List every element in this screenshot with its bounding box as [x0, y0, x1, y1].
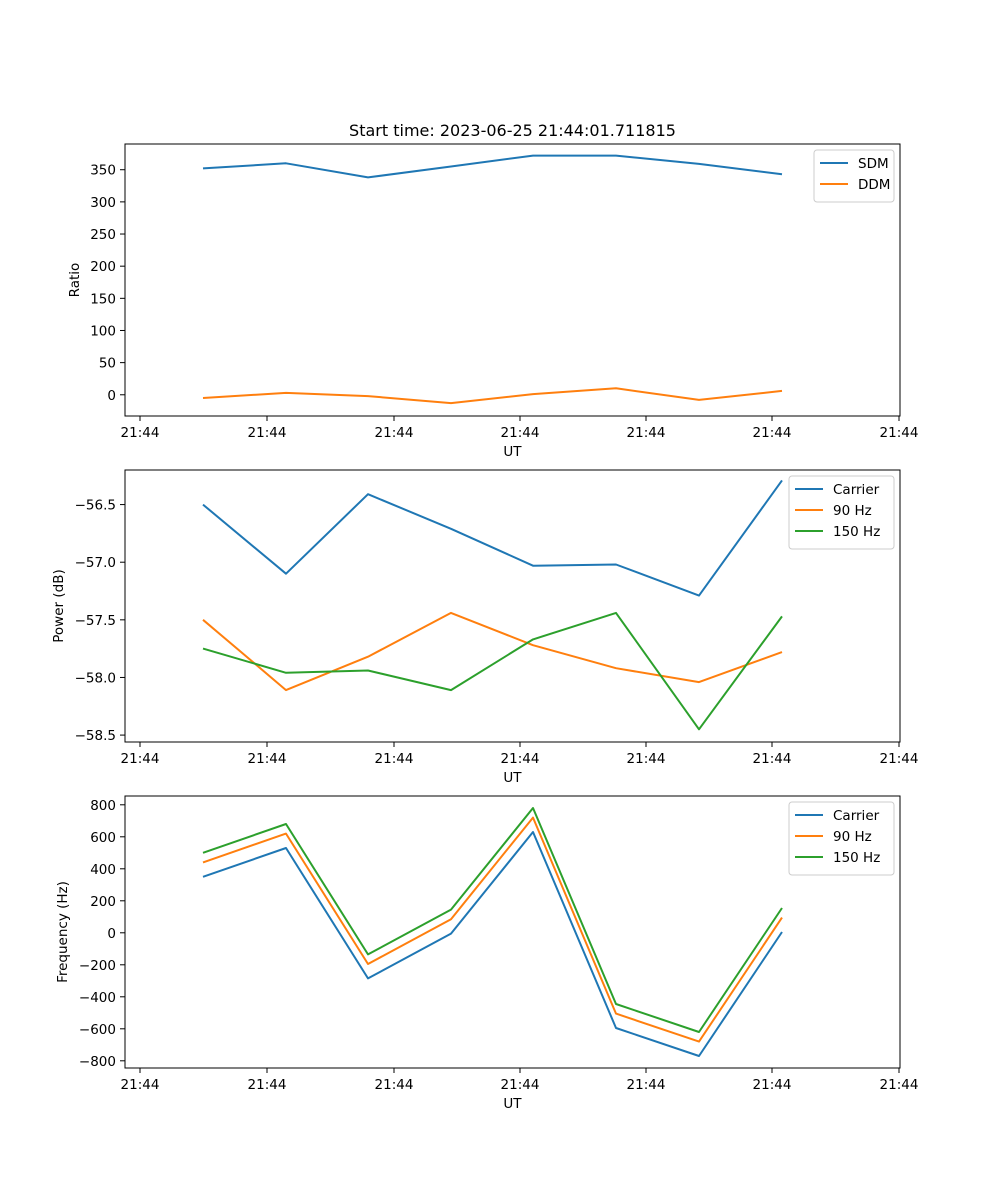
x-tick-label: 21:44 — [880, 1077, 919, 1093]
y-axis-label: Power (dB) — [51, 569, 67, 642]
plot-area-frame — [124, 143, 901, 417]
y-tick-label: 0 — [107, 388, 116, 404]
plot-area-frame — [124, 795, 901, 1069]
series-line-150-hz — [202, 611, 783, 731]
x-tick-label: 21:44 — [121, 1077, 160, 1093]
y-tick-label: −600 — [79, 1022, 116, 1038]
legend: Carrier 90 Hz 150 Hz — [788, 475, 895, 550]
legend-label: 150 Hz — [833, 850, 880, 866]
y-tick-label: −58.5 — [75, 728, 116, 744]
panels: 21:44 21:44 21:44 21:44 21:44 21:44 21:44 UT 0 50… — [51, 143, 919, 1112]
x-tick-label: 21:44 — [501, 1077, 540, 1093]
y-tick-label: −57.0 — [75, 555, 116, 571]
y-tick-label: 600 — [90, 830, 116, 846]
legend-label: DDM — [858, 177, 890, 193]
x-axis-label: UT — [503, 770, 522, 786]
x-tick-label: 21:44 — [375, 1077, 414, 1093]
series-line-90-hz — [202, 611, 783, 692]
legend-label: 150 Hz — [833, 524, 880, 540]
x-tick-label: 21:44 — [248, 425, 287, 441]
x-tick-label: 21:44 — [627, 425, 666, 441]
chart-panel-1: 21:44 21:44 21:44 21:44 21:44 21:44 21:44 UT 0 50… — [67, 143, 919, 460]
y-tick-label: −800 — [79, 1054, 116, 1070]
x-tick-label: 21:44 — [248, 1077, 287, 1093]
x-tick-label: 21:44 — [121, 425, 160, 441]
x-tick-label: 21:44 — [627, 751, 666, 767]
chart-panel-3: 21:44 21:44 21:44 21:44 21:44 21:44 21:44 UT 800… — [55, 795, 919, 1112]
series-line-carrier — [202, 831, 783, 1057]
x-tick-label: 21:44 — [880, 751, 919, 767]
x-axis-label: UT — [503, 1096, 522, 1112]
legend-label: 90 Hz — [833, 829, 872, 845]
series-line-carrier — [202, 479, 783, 597]
legend-label: Carrier — [833, 482, 880, 498]
x-tick-label: 21:44 — [375, 425, 414, 441]
legend-label: SDM — [858, 156, 889, 172]
series-line-sdm — [202, 154, 783, 179]
plot-area-frame — [124, 469, 901, 743]
x-tick-label: 21:44 — [501, 425, 540, 441]
y-tick-label: 400 — [90, 862, 116, 878]
x-tick-label: 21:44 — [501, 751, 540, 767]
x-tick-label: 21:44 — [880, 425, 919, 441]
y-tick-label: 200 — [90, 894, 116, 910]
y-tick-label: −400 — [79, 990, 116, 1006]
x-tick-label: 21:44 — [753, 751, 792, 767]
figure-title: Start time: 2023-06-25 21:44:01.711815 — [349, 121, 676, 140]
y-tick-label: −200 — [79, 958, 116, 974]
y-tick-label: 300 — [90, 195, 116, 211]
y-tick-label: −56.5 — [75, 498, 116, 514]
x-tick-label: 21:44 — [753, 425, 792, 441]
y-tick-label: 100 — [90, 323, 116, 339]
x-tick-label: 21:44 — [375, 751, 414, 767]
x-axis-label: UT — [503, 444, 522, 460]
x-tick-label: 21:44 — [121, 751, 160, 767]
legend-label: Carrier — [833, 808, 880, 824]
series-line-ddm — [202, 387, 783, 405]
y-axis-label: Frequency (Hz) — [55, 881, 71, 983]
y-tick-label: 800 — [90, 798, 116, 814]
chart-panel-2: 21:44 21:44 21:44 21:44 21:44 21:44 21:44 UT −56… — [51, 469, 919, 786]
y-tick-label: 200 — [90, 259, 116, 275]
x-tick-label: 21:44 — [753, 1077, 792, 1093]
legend: Carrier 90 Hz 150 Hz — [788, 801, 895, 876]
legend: SDM DDM — [813, 149, 895, 203]
series-line-90-hz — [202, 816, 783, 1043]
legend-label: 90 Hz — [833, 503, 872, 519]
y-tick-label: 50 — [99, 356, 116, 372]
y-tick-label: −57.5 — [75, 613, 116, 629]
y-tick-label: 150 — [90, 291, 116, 307]
x-tick-label: 21:44 — [627, 1077, 666, 1093]
series-line-150-hz — [202, 807, 783, 1033]
y-tick-label: −58.0 — [75, 670, 116, 686]
y-tick-label: 0 — [107, 926, 116, 942]
y-axis-label: Ratio — [67, 263, 83, 298]
y-tick-label: 250 — [90, 227, 116, 243]
x-tick-label: 21:44 — [248, 751, 287, 767]
y-tick-label: 350 — [90, 163, 116, 179]
